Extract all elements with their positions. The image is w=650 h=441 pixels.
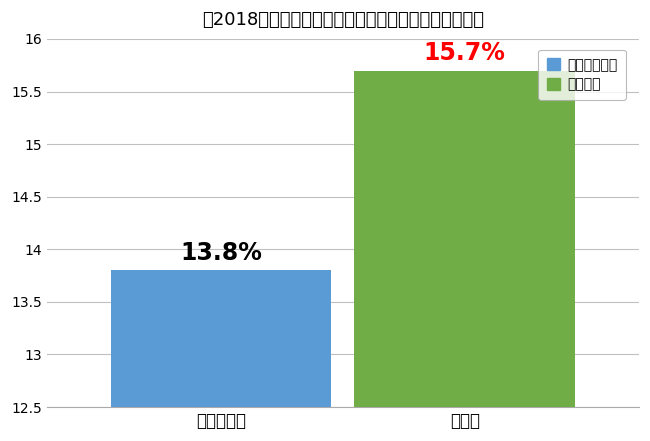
- Bar: [111, 270, 332, 407]
- Legend: ：全国平均値, ：大阪府: ：全国平均値, ：大阪府: [538, 50, 626, 100]
- Title: 、2018年婚活パーティ・イベントの利用経験割合　】: 、2018年婚活パーティ・イベントの利用経験割合 】: [202, 11, 484, 29]
- Bar: [354, 71, 575, 407]
- Text: 15.7%: 15.7%: [424, 41, 506, 65]
- Text: 13.8%: 13.8%: [180, 241, 262, 265]
